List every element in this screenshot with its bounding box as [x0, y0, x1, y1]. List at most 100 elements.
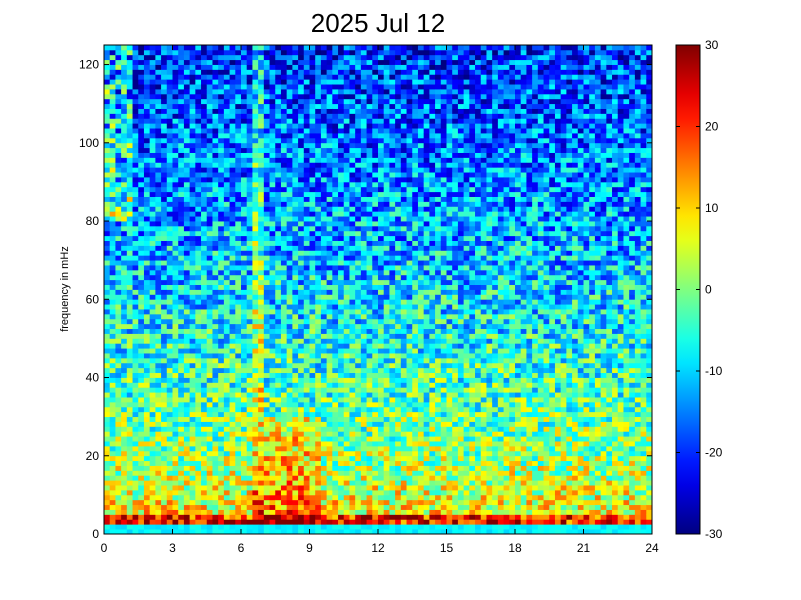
heatmap-cell: [115, 289, 122, 295]
heatmap-cell: [263, 377, 270, 383]
heatmap-cell: [349, 269, 356, 276]
heatmap-cell: [138, 123, 145, 129]
heatmap-cell: [303, 103, 310, 109]
heatmap-cell: [246, 318, 253, 325]
heatmap-cell: [309, 186, 316, 193]
heatmap-cell: [172, 245, 179, 251]
heatmap-cell: [280, 265, 288, 271]
heatmap-cell: [166, 406, 173, 413]
heatmap-cell: [155, 103, 162, 109]
heatmap-cell: [212, 426, 219, 432]
heatmap-cell: [212, 123, 219, 129]
heatmap-cell: [349, 221, 356, 227]
heatmap-cell: [275, 177, 282, 183]
heatmap-cell: [366, 499, 373, 506]
heatmap-cell: [212, 230, 219, 237]
heatmap-cell: [338, 504, 345, 510]
heatmap-cell: [326, 441, 333, 447]
heatmap-cell: [126, 89, 133, 95]
heatmap-cell: [172, 411, 179, 418]
heatmap-cell: [303, 79, 310, 85]
heatmap-cell: [223, 377, 230, 383]
heatmap-cell: [161, 357, 168, 364]
heatmap-cell: [212, 45, 219, 51]
heatmap-cell: [372, 294, 379, 300]
heatmap-cell: [258, 240, 265, 246]
heatmap-cell: [201, 338, 208, 344]
heatmap-cell: [115, 196, 122, 202]
heatmap-cell: [241, 485, 248, 491]
heatmap-cell: [315, 79, 322, 85]
heatmap-cell: [126, 431, 133, 437]
heatmap-cell: [280, 118, 288, 124]
heatmap-cell: [189, 142, 196, 149]
heatmap-cell: [326, 470, 333, 476]
heatmap-cell: [326, 211, 333, 217]
heatmap-cell: [320, 323, 328, 330]
heatmap-cell: [355, 49, 362, 56]
heatmap-cell: [366, 69, 373, 75]
heatmap-cell: [332, 299, 339, 305]
heatmap-cell: [349, 211, 356, 217]
heatmap-cell: [280, 480, 288, 486]
heatmap-cell: [109, 529, 116, 535]
heatmap-cell: [223, 172, 230, 178]
heatmap-cell: [332, 211, 339, 217]
heatmap-cell: [241, 245, 248, 251]
heatmap-cell: [292, 465, 299, 471]
heatmap-cell: [315, 255, 322, 261]
heatmap-cell: [189, 123, 196, 129]
heatmap-cell: [343, 372, 350, 378]
heatmap-cell: [229, 450, 236, 457]
heatmap-cell: [223, 372, 230, 378]
heatmap-cell: [155, 460, 162, 466]
heatmap-cell: [378, 177, 385, 183]
heatmap-cell: [246, 480, 253, 486]
heatmap-cell: [138, 128, 145, 134]
heatmap-cell: [246, 45, 253, 51]
heatmap-cell: [258, 377, 265, 383]
heatmap-cell: [104, 64, 111, 70]
heatmap-cell: [338, 269, 345, 276]
heatmap-cell: [275, 499, 282, 506]
heatmap-cell: [218, 181, 225, 188]
heatmap-cell: [315, 279, 322, 286]
heatmap-cell: [338, 299, 345, 305]
heatmap-cell: [115, 401, 122, 408]
heatmap-cell: [138, 431, 145, 437]
heatmap-cell: [343, 108, 350, 114]
heatmap-cell: [355, 113, 362, 119]
heatmap-cell: [383, 406, 390, 413]
heatmap-cell: [286, 494, 293, 501]
heatmap-cell: [218, 304, 225, 310]
heatmap-cell: [155, 333, 162, 339]
heatmap-cell: [166, 64, 173, 70]
heatmap-cell: [326, 353, 333, 359]
heatmap-cell: [183, 186, 191, 193]
heatmap-cell: [332, 529, 339, 535]
heatmap-cell: [343, 387, 350, 393]
heatmap-cell: [378, 147, 385, 153]
heatmap-cell: [258, 514, 265, 520]
heatmap-cell: [309, 211, 316, 217]
heatmap-cell: [252, 289, 259, 295]
heatmap-cell: [178, 255, 185, 261]
heatmap-cell: [280, 225, 288, 232]
heatmap-cell: [172, 54, 179, 61]
heatmap-cell: [258, 216, 265, 222]
heatmap-cell: [349, 392, 356, 398]
heatmap-cell: [201, 279, 208, 286]
heatmap-cell: [309, 416, 316, 422]
heatmap-cell: [121, 480, 128, 486]
heatmap-cell: [383, 162, 390, 168]
heatmap-cell: [155, 318, 162, 325]
heatmap-cell: [269, 519, 276, 525]
heatmap-cell: [235, 59, 242, 65]
heatmap-cell: [155, 225, 162, 232]
heatmap-cell: [132, 323, 139, 330]
heatmap-cell: [275, 387, 282, 393]
heatmap-cell: [241, 201, 248, 207]
heatmap-cell: [115, 460, 122, 466]
heatmap-cell: [201, 328, 208, 334]
heatmap-cell: [309, 113, 316, 119]
